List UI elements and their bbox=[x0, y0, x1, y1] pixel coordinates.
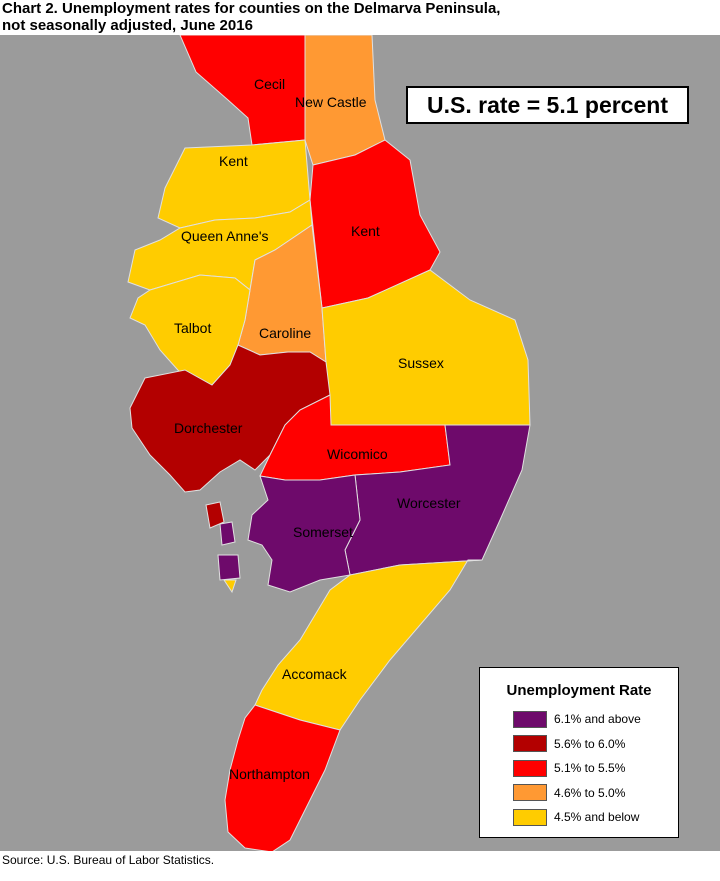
chart-title-line1: Chart 2. Unemployment rates for counties… bbox=[2, 0, 501, 17]
legend: Unemployment Rate 6.1% and above 5.6% to… bbox=[479, 667, 679, 838]
label-somerset: Somerset bbox=[293, 524, 353, 540]
county-somerset[interactable] bbox=[247, 474, 361, 593]
legend-label: 6.1% and above bbox=[554, 712, 641, 727]
legend-item-46-50: 4.6% to 5.0% bbox=[480, 781, 678, 806]
legend-item-61-above: 6.1% and above bbox=[480, 707, 678, 732]
legend-item-51-55: 5.1% to 5.5% bbox=[480, 756, 678, 781]
county-labels: Cecil New Castle Kent Kent Queen Anne's … bbox=[174, 76, 461, 782]
legend-label: 4.5% and below bbox=[554, 810, 640, 825]
label-wicomico: Wicomico bbox=[327, 446, 388, 462]
legend-swatch bbox=[513, 710, 547, 728]
legend-swatch bbox=[513, 759, 547, 777]
legend-item-56-60: 5.6% to 6.0% bbox=[480, 732, 678, 757]
label-queen-annes: Queen Anne's bbox=[181, 228, 269, 244]
label-accomack: Accomack bbox=[282, 666, 348, 682]
legend-title: Unemployment Rate bbox=[506, 682, 652, 699]
county-accomack-island-2[interactable] bbox=[223, 579, 237, 594]
label-talbot: Talbot bbox=[174, 320, 211, 336]
legend-swatch bbox=[513, 735, 547, 753]
county-somerset-island-1[interactable] bbox=[219, 521, 236, 546]
us-rate-box: U.S. rate = 5.1 percent bbox=[406, 86, 689, 124]
legend-label: 4.6% to 5.0% bbox=[554, 785, 626, 800]
label-dorchester: Dorchester bbox=[174, 420, 243, 436]
legend-item-45-below: 4.5% and below bbox=[480, 805, 678, 830]
county-dorchester-island[interactable] bbox=[205, 501, 225, 529]
chart-title: Chart 2. Unemployment rates for counties… bbox=[2, 0, 500, 34]
label-northampton: Northampton bbox=[229, 766, 310, 782]
county-accomack-island[interactable] bbox=[217, 554, 241, 581]
label-kent-de: Kent bbox=[351, 223, 380, 239]
label-kent-md: Kent bbox=[219, 153, 248, 169]
label-worcester: Worcester bbox=[397, 495, 461, 511]
county-northampton[interactable] bbox=[224, 704, 341, 851]
label-new-castle: New Castle bbox=[295, 94, 367, 110]
legend-label: 5.1% to 5.5% bbox=[554, 761, 626, 776]
source-note: Source: U.S. Bureau of Labor Statistics. bbox=[2, 853, 215, 867]
legend-label: 5.6% to 6.0% bbox=[554, 736, 626, 751]
label-caroline: Caroline bbox=[259, 325, 311, 341]
legend-swatch bbox=[513, 784, 547, 802]
legend-swatch bbox=[513, 808, 547, 826]
chart-title-line2: not seasonally adjusted, June 2016 bbox=[2, 17, 253, 34]
label-sussex: Sussex bbox=[398, 355, 444, 371]
label-cecil: Cecil bbox=[254, 76, 285, 92]
delmarva-map: Cecil New Castle Kent Kent Queen Anne's … bbox=[0, 35, 720, 851]
